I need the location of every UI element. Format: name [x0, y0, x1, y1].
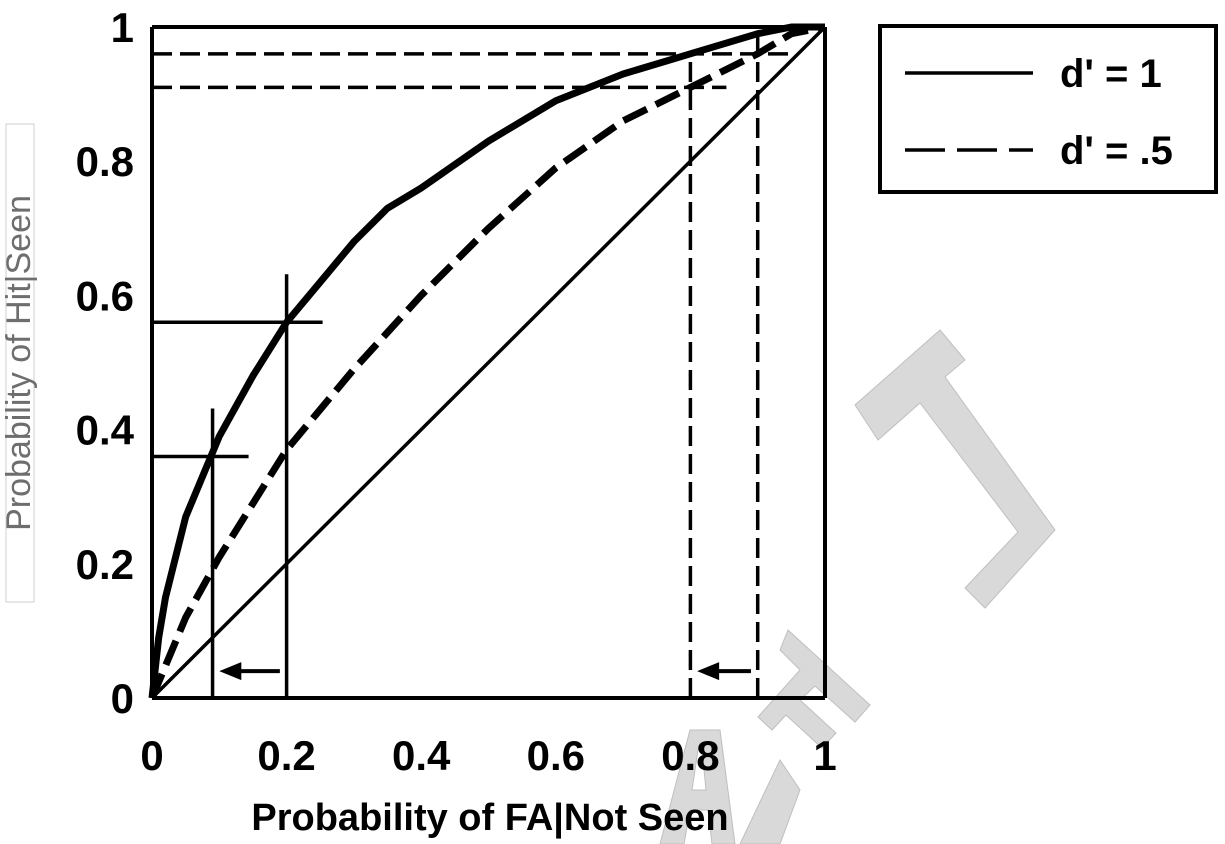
plot-area: [148, 23, 827, 700]
watermark-letter-f: [757, 629, 871, 749]
x-tick-label: 0.6: [527, 732, 585, 779]
x-tick-label: 0.4: [392, 732, 451, 779]
watermark-letter-a: [659, 729, 736, 844]
x-tick-label: 1: [813, 732, 836, 779]
series-line-solid-thin: [150, 25, 827, 700]
axes-frame: [150, 25, 827, 700]
x-tick-label: 0: [140, 732, 163, 779]
legend: d' = 1 d' = .5: [878, 24, 1218, 194]
x-tick-label: 0.2: [257, 732, 315, 779]
x-axis-title: Probability of FA|Not Seen: [251, 797, 728, 839]
y-tick-label: 0.2: [76, 541, 134, 588]
y-tick-label: 0.6: [76, 272, 134, 319]
y-tick-label: 0.8: [76, 138, 134, 185]
y-tick-label: 1: [111, 4, 134, 51]
legend-box: [878, 24, 1218, 194]
y-tick-labels: 0 0.2 0.4 0.6 0.8 1: [76, 4, 135, 722]
watermark-letter-a2: [739, 758, 801, 844]
y-axis-title: Probability of Hit|Seen: [0, 195, 38, 531]
legend-label-d05: d' = .5: [1060, 129, 1173, 173]
x-tick-labels: 0 0.2 0.4 0.6 0.8 1: [140, 732, 836, 779]
y-tick-label: 0.4: [76, 407, 135, 454]
y-tick-label: 0: [111, 675, 134, 722]
y-axis-title-group: Probability of Hit|Seen: [0, 123, 38, 603]
series-line-solid: [148, 23, 825, 699]
x-tick-label: 0.8: [661, 732, 719, 779]
legend-label-d1: d' = 1: [1060, 52, 1162, 96]
arrow-head: [219, 662, 242, 681]
arrow-head: [697, 662, 720, 681]
watermark-letter-t: [854, 329, 1056, 609]
draft-watermark: [659, 329, 1056, 844]
